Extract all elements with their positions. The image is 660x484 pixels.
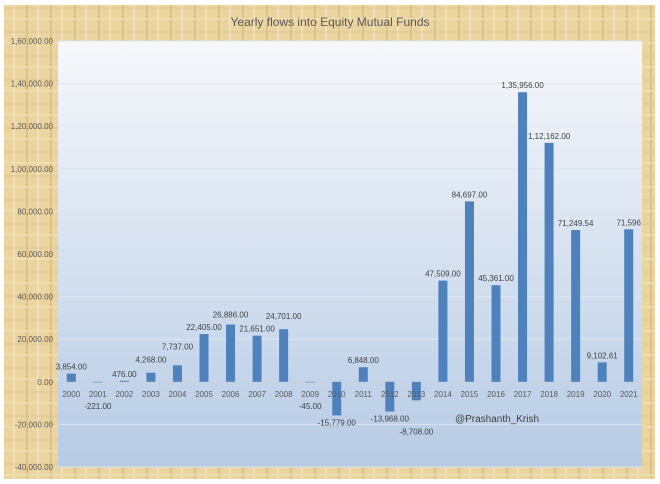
x-tick-label: 2020 bbox=[593, 390, 611, 399]
x-tick-label: 2001 bbox=[89, 390, 107, 399]
data-label: 71,596 bbox=[616, 218, 641, 227]
data-label: 71,249.54 bbox=[558, 219, 594, 228]
bar-2019 bbox=[571, 230, 581, 382]
bar-2002 bbox=[119, 380, 129, 382]
data-label: 84,697.00 bbox=[452, 190, 488, 199]
bar-2014 bbox=[438, 280, 448, 382]
bar-2008 bbox=[279, 329, 289, 382]
data-label: -45.00 bbox=[299, 402, 322, 411]
x-tick-label: 2007 bbox=[248, 390, 266, 399]
bar-2001 bbox=[93, 381, 103, 383]
data-label: 4,268.00 bbox=[135, 356, 167, 365]
y-tick-label: 1,60,000.00 bbox=[11, 37, 54, 46]
data-label: -221.00 bbox=[84, 402, 112, 411]
x-tick-label: 2017 bbox=[514, 390, 532, 399]
data-label: 1,12,162.00 bbox=[528, 132, 571, 141]
bar-2009 bbox=[305, 381, 315, 383]
data-label: 21,651.00 bbox=[239, 325, 275, 334]
y-tick-label: 20,000.00 bbox=[17, 335, 53, 344]
x-tick-label: 2015 bbox=[461, 390, 479, 399]
bar-2011 bbox=[358, 367, 368, 382]
y-tick-label: 1,00,000.00 bbox=[11, 165, 54, 174]
x-tick-label: 2016 bbox=[487, 390, 505, 399]
data-label: 22,405.00 bbox=[186, 323, 222, 332]
x-tick-label: 2011 bbox=[355, 390, 373, 399]
data-label: -15,779.00 bbox=[318, 418, 357, 427]
bar-2004 bbox=[172, 365, 182, 382]
bar-2012 bbox=[385, 381, 395, 412]
data-label: 47,509.00 bbox=[425, 270, 461, 279]
bar-2007 bbox=[252, 335, 262, 382]
bar-2020 bbox=[597, 362, 607, 382]
x-tick-label: 2012 bbox=[381, 390, 399, 399]
bar-2006 bbox=[226, 324, 236, 382]
x-tick-label: 2002 bbox=[115, 390, 133, 399]
x-tick-label: 2013 bbox=[407, 390, 425, 399]
bar-2016 bbox=[491, 285, 501, 382]
bar-2017 bbox=[518, 92, 528, 382]
x-tick-label: 2008 bbox=[275, 390, 293, 399]
data-label: -8,708.00 bbox=[399, 427, 433, 436]
y-tick-label: 0.00 bbox=[37, 378, 53, 387]
data-label: 24,701.00 bbox=[266, 312, 302, 321]
bar-2021 bbox=[624, 229, 634, 382]
data-label: 45,361.00 bbox=[478, 274, 514, 283]
x-tick-label: 2006 bbox=[222, 390, 240, 399]
x-tick-label: 2021 bbox=[620, 390, 638, 399]
data-label: 476.00 bbox=[112, 370, 137, 379]
y-tick-label: 1,40,000.00 bbox=[11, 80, 54, 89]
bar-2013 bbox=[411, 381, 421, 401]
y-tick-label: 1,20,000.00 bbox=[11, 122, 54, 131]
data-label: -13,968.00 bbox=[371, 415, 410, 424]
bar-2018 bbox=[544, 142, 554, 382]
y-tick-label: -20,000.00 bbox=[15, 420, 54, 429]
data-label: 9,102.61 bbox=[587, 351, 619, 360]
bar-2010 bbox=[332, 381, 342, 416]
x-tick-label: 2009 bbox=[301, 390, 319, 399]
x-tick-label: 2014 bbox=[434, 390, 452, 399]
data-label: 1,35,956.00 bbox=[501, 81, 544, 90]
y-tick-label: 60,000.00 bbox=[17, 250, 53, 259]
x-tick-label: 2010 bbox=[328, 390, 346, 399]
bar-2003 bbox=[146, 372, 156, 382]
data-label: 3,854.00 bbox=[56, 363, 88, 372]
data-label: 7,737.00 bbox=[162, 342, 194, 351]
x-tick-label: 2018 bbox=[540, 390, 558, 399]
y-tick-label: -40,000.00 bbox=[15, 463, 54, 472]
x-tick-label: 2003 bbox=[142, 390, 160, 399]
x-tick-label: 2004 bbox=[169, 390, 187, 399]
watermark-annotation: @Prashanth_Krish bbox=[455, 414, 539, 425]
bar-2000 bbox=[66, 373, 76, 382]
x-tick-label: 2019 bbox=[567, 390, 585, 399]
data-label: 6,848.00 bbox=[348, 356, 380, 365]
y-tick-label: 40,000.00 bbox=[17, 293, 53, 302]
data-label: 26,886.00 bbox=[213, 311, 249, 320]
bar-2015 bbox=[464, 201, 474, 382]
x-tick-label: 2000 bbox=[62, 390, 80, 399]
bar-2005 bbox=[199, 334, 209, 382]
chart-title: Yearly flows into Equity Mutual Funds bbox=[231, 15, 430, 29]
y-tick-label: 80,000.00 bbox=[17, 207, 53, 216]
x-tick-label: 2005 bbox=[195, 390, 213, 399]
